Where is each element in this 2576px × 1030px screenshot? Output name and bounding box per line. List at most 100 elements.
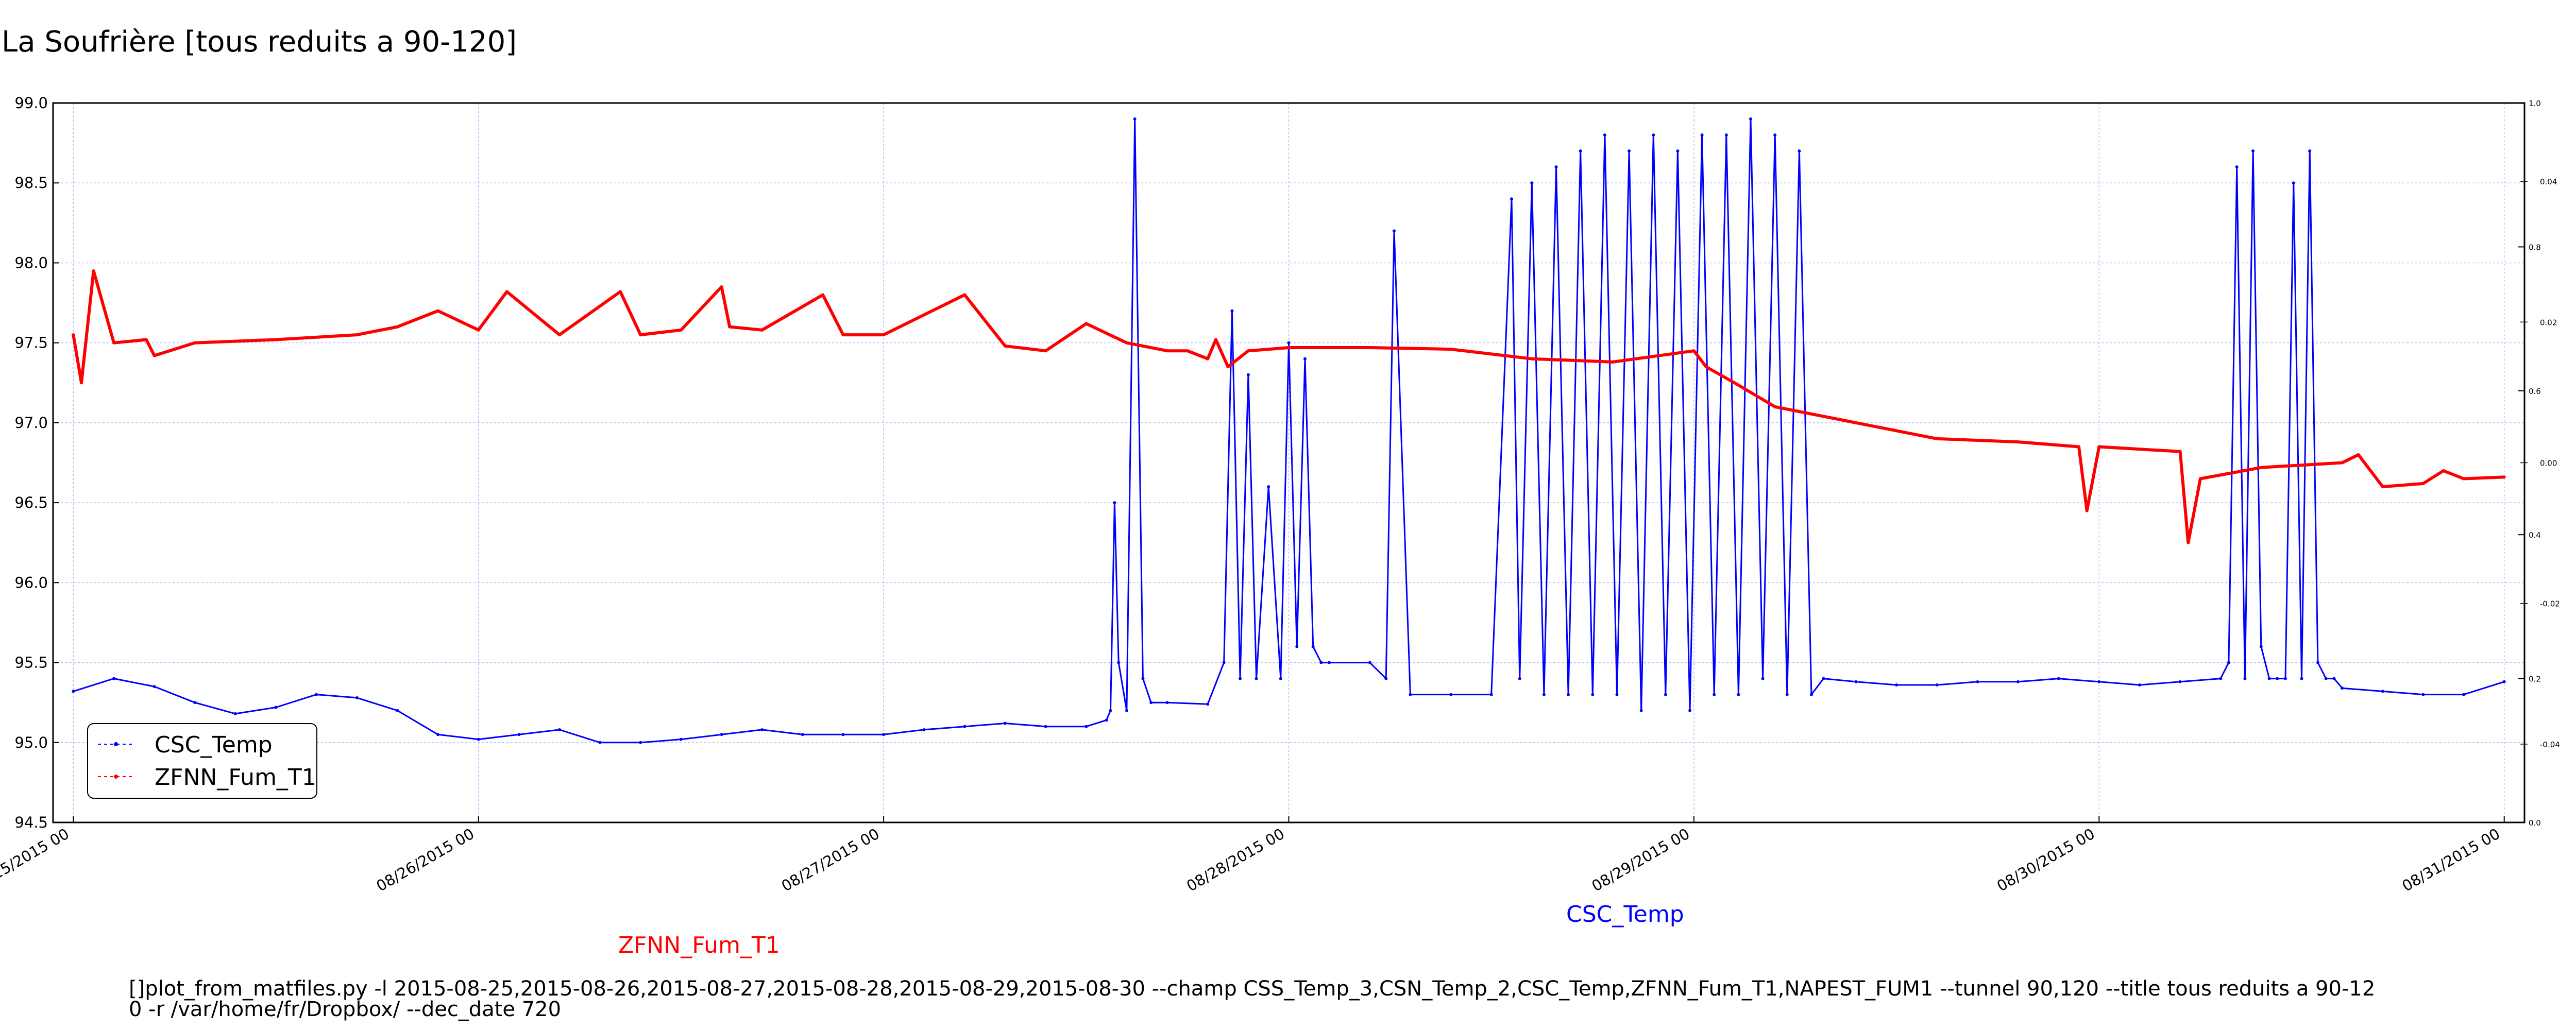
point-csc xyxy=(2502,680,2506,683)
point-csc xyxy=(963,725,967,728)
point-zfnn xyxy=(2016,440,2020,444)
point-csc xyxy=(1579,149,1582,153)
point-csc xyxy=(720,733,723,736)
left-tick-label: 96.0 xyxy=(14,574,48,591)
right-inner-tick-label: 0.04 xyxy=(2540,177,2557,186)
point-zfnn xyxy=(639,333,642,337)
point-csc xyxy=(1044,725,1047,728)
point-csc xyxy=(1206,702,1210,706)
point-zfnn xyxy=(193,341,197,345)
point-csc xyxy=(2057,677,2060,680)
left-tick-label: 98.5 xyxy=(14,174,48,192)
point-zfnn xyxy=(821,293,825,297)
x-tick-label: 08/31/2015 00 xyxy=(2399,825,2503,895)
point-csc xyxy=(1628,149,1631,153)
point-csc xyxy=(2227,661,2230,664)
legend-label-zfnn: ZFNN_Fum_T1 xyxy=(155,764,316,791)
point-csc xyxy=(72,690,75,693)
point-zfnn xyxy=(355,333,359,337)
point-zfnn xyxy=(1704,365,1708,369)
point-csc xyxy=(1004,722,1007,725)
point-csc xyxy=(2219,677,2223,680)
point-csc xyxy=(1392,229,1396,233)
point-zfnn xyxy=(2442,469,2445,473)
point-zfnn xyxy=(72,333,75,337)
point-csc xyxy=(2259,645,2263,648)
x-axis: 08/25/2015 00 08/26/2015 00 08/27/2015 00 0… xyxy=(0,816,2505,895)
point-csc xyxy=(2292,181,2295,185)
point-csc xyxy=(2243,677,2247,680)
point-csc xyxy=(1713,693,1716,696)
point-csc xyxy=(1976,680,1979,683)
left-tick-label: 99.0 xyxy=(14,94,48,112)
right-tick-label: 1.0 xyxy=(2529,99,2541,108)
point-csc xyxy=(1737,693,1740,696)
point-csc xyxy=(1255,677,1258,680)
point-csc xyxy=(1125,709,1128,712)
point-zfnn xyxy=(1692,349,1696,353)
point-csc xyxy=(2097,680,2101,683)
point-csc xyxy=(679,737,683,741)
series-label-csc: CSC_Temp xyxy=(1566,901,1684,928)
point-csc xyxy=(396,709,399,712)
point-csc xyxy=(193,701,197,705)
point-zfnn xyxy=(557,333,561,337)
point-csc xyxy=(1149,701,1153,705)
point-csc xyxy=(1785,693,1789,696)
x-tick-label: 08/28/2015 00 xyxy=(1183,825,1287,895)
series-line-csc xyxy=(73,118,2505,744)
point-csc xyxy=(1222,661,1226,664)
caption-line-2: 0 -r /var/home/fr/Dropbox/ --dec_date 72… xyxy=(129,998,561,1021)
point-csc xyxy=(2332,677,2336,680)
point-csc xyxy=(639,741,642,744)
point-zfnn xyxy=(152,354,156,357)
right-inner-tick-label: -0.02 xyxy=(2540,599,2560,609)
point-zfnn xyxy=(505,290,509,294)
point-csc xyxy=(1639,709,1643,712)
point-zfnn xyxy=(92,269,95,272)
point-zfnn xyxy=(1287,346,1291,349)
point-zfnn xyxy=(396,325,399,329)
point-zfnn xyxy=(1530,357,1534,360)
point-csc xyxy=(1267,485,1270,489)
left-axis: 94.5 95.0 95.5 96.0 96.5 97.0 97.5 98.0 98.5 99.0 xyxy=(14,94,59,831)
point-zfnn xyxy=(2077,445,2080,449)
point-zfnn xyxy=(679,328,683,332)
left-tick-label: 94.5 xyxy=(14,814,48,831)
x-tick-label: 08/26/2015 00 xyxy=(374,825,478,895)
point-csc xyxy=(2267,677,2271,680)
point-zfnn xyxy=(2097,445,2101,449)
point-zfnn xyxy=(2381,485,2384,489)
point-csc xyxy=(1591,693,1595,696)
point-zfnn xyxy=(1044,349,1047,353)
point-csc xyxy=(1542,693,1546,696)
point-csc xyxy=(2235,165,2239,169)
point-csc xyxy=(1368,661,1371,664)
point-csc xyxy=(1384,677,1388,680)
point-csc xyxy=(1510,197,1514,201)
legend-label-csc: CSC_Temp xyxy=(155,732,273,758)
point-csc xyxy=(1113,501,1116,505)
point-csc xyxy=(1409,693,1412,696)
point-csc xyxy=(1109,709,1112,712)
point-zfnn xyxy=(80,381,83,385)
point-zfnn xyxy=(1165,349,1169,353)
point-csc xyxy=(841,733,845,736)
point-zfnn xyxy=(1004,344,1007,348)
point-zfnn xyxy=(1084,322,1088,325)
point-csc xyxy=(1295,645,1299,648)
point-csc xyxy=(315,693,318,696)
right-inner-tick-label: 0.00 xyxy=(2540,459,2557,468)
point-zfnn xyxy=(1733,381,1736,385)
x-tick-label: 08/29/2015 00 xyxy=(1589,825,1693,895)
legend-marker-csc xyxy=(114,742,118,746)
point-csc xyxy=(1518,677,1521,680)
point-csc xyxy=(1328,661,1331,664)
right-tick-label: 0.8 xyxy=(2529,243,2541,252)
point-csc xyxy=(1279,677,1282,680)
point-csc xyxy=(355,696,359,699)
point-zfnn xyxy=(1226,365,1230,369)
point-zfnn xyxy=(1206,357,1210,360)
x-tick-label: 08/27/2015 00 xyxy=(778,825,883,895)
series-line-zfnn xyxy=(72,269,2504,544)
